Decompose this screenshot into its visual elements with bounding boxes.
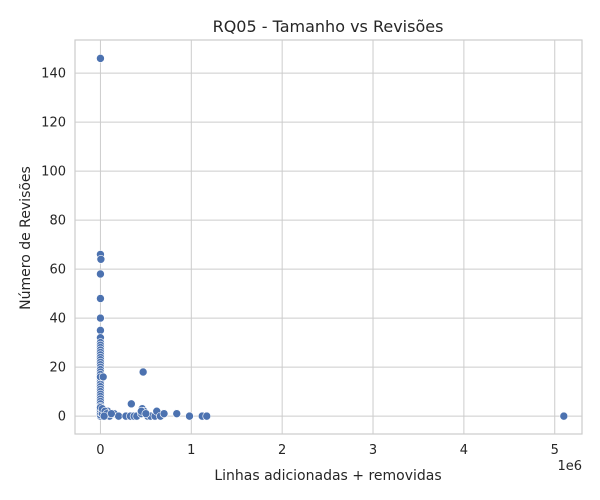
y-tick-label: 120 [41, 116, 66, 131]
y-tick-label: 20 [49, 361, 66, 376]
x-tick-label: 2 [278, 443, 286, 458]
chart-title: RQ05 - Tamanho vs Revisões [213, 17, 444, 36]
y-tick-label: 0 [58, 410, 66, 425]
y-tick-label: 100 [41, 165, 66, 180]
data-point [96, 326, 105, 335]
plot-frame [74, 39, 583, 435]
data-point [96, 269, 105, 279]
x-axis-label: Linhas adicionadas + removidas [214, 468, 441, 484]
x-tick-label: 5 [551, 443, 559, 458]
y-tick-label: 140 [41, 67, 66, 82]
x-tick-label: 1 [187, 443, 195, 458]
x-tick-labels: 0 1 2 3 4 5 [96, 443, 559, 458]
grid [75, 40, 582, 434]
y-axis-label: Número de Revisões [18, 166, 34, 310]
x-offset-label: 1e6 [557, 459, 582, 474]
x-tick-label: 3 [369, 443, 377, 458]
data-point [138, 367, 148, 377]
data-point [96, 254, 106, 264]
data-point [141, 409, 151, 418]
data-point [96, 294, 105, 303]
data-points [96, 54, 569, 421]
data-point [98, 372, 108, 382]
data-point [107, 409, 116, 418]
data-point [127, 399, 136, 409]
data-point [114, 411, 123, 421]
x-tick-label: 0 [96, 443, 104, 458]
x-tick-label: 4 [460, 443, 468, 458]
data-point [202, 411, 212, 421]
y-tick-label: 60 [49, 263, 66, 278]
data-point [99, 411, 109, 421]
data-point [159, 409, 169, 418]
y-tick-labels: 0 20 40 60 80 100 120 140 [41, 67, 66, 425]
data-point [96, 313, 105, 323]
data-point [185, 411, 194, 421]
y-tick-label: 40 [49, 312, 66, 327]
data-point [172, 409, 182, 418]
data-point [559, 411, 569, 421]
data-point [96, 54, 105, 63]
y-tick-label: 80 [49, 214, 66, 229]
